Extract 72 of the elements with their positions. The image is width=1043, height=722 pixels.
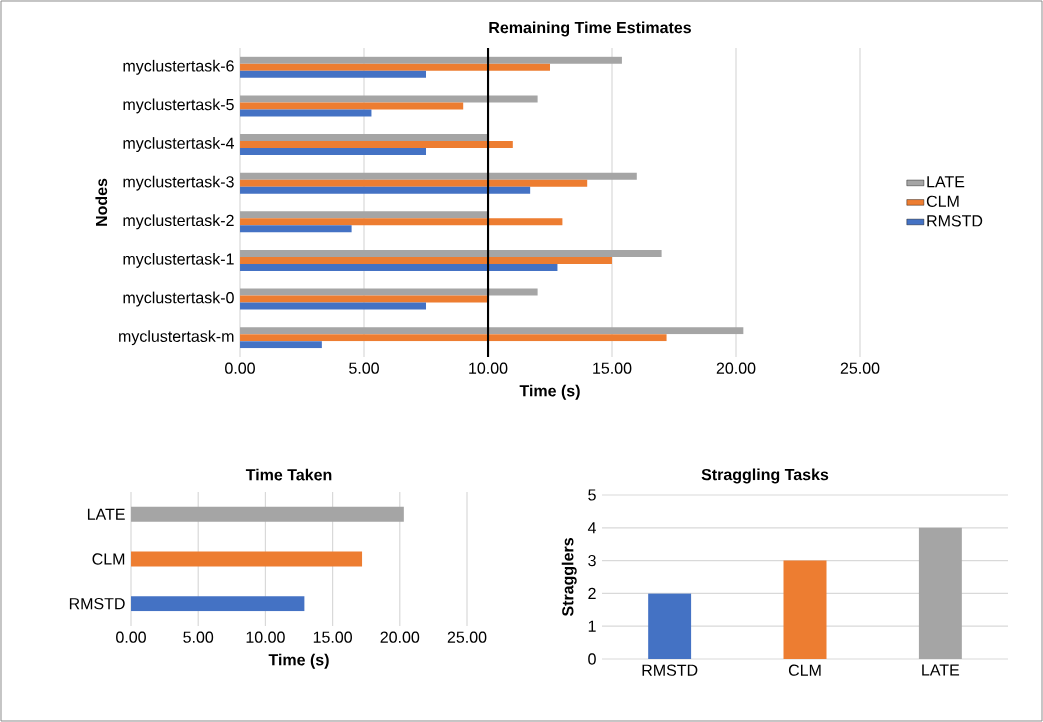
- bar: [240, 327, 744, 335]
- bar: [240, 186, 531, 194]
- y-tick-label: myclustertask-6: [123, 59, 234, 75]
- bar: [240, 179, 588, 187]
- bar: [240, 211, 489, 219]
- bar: [240, 134, 489, 142]
- legend-label: CLM: [926, 195, 959, 207]
- x-tick-label: 5.00: [349, 362, 379, 374]
- y-tick-label: 3: [588, 554, 596, 567]
- bar: [240, 70, 427, 78]
- bar: [240, 141, 513, 149]
- x-tick-label: 20.00: [716, 362, 756, 374]
- x-tick-label: 10.00: [246, 631, 285, 643]
- x-tick-label: 25.00: [447, 631, 487, 643]
- y-axis-title: Nodes: [95, 178, 108, 226]
- x-tick-label: 5.00: [183, 631, 214, 643]
- y-tick-label: myclustertask-1: [123, 252, 234, 268]
- y-tick-label: LATE: [87, 508, 125, 520]
- y-tick-label: myclustertask-2: [123, 214, 234, 230]
- bar: [240, 256, 613, 264]
- y-tick-label: myclustertask-0: [123, 291, 234, 307]
- x-tick-label: 0.00: [116, 631, 146, 643]
- legend-label: LATE: [927, 176, 965, 188]
- x-tick-label: CLM: [788, 664, 821, 676]
- x-tick-label: 10.00: [469, 362, 508, 374]
- x-tick-label: LATE: [922, 664, 960, 676]
- bar: [240, 63, 551, 71]
- y-axis-title: Stragglers: [561, 538, 577, 617]
- y-tick-label: myclustertask-m: [119, 330, 234, 346]
- bar: [240, 334, 667, 342]
- x-tick-label: 0.00: [225, 362, 255, 374]
- legend-label: RMSTD: [927, 215, 983, 227]
- x-tick-label: 15.00: [313, 631, 352, 643]
- bar: [240, 302, 427, 310]
- x-tick-label: 15.00: [593, 362, 632, 374]
- bar: [131, 506, 404, 522]
- bar: [240, 102, 464, 110]
- bar: [131, 551, 363, 567]
- bar: [240, 148, 427, 156]
- bar: [240, 288, 538, 296]
- bar: [240, 249, 662, 257]
- y-tick-label: RMSTD: [69, 597, 125, 610]
- chart-title: Straggling Tasks: [701, 468, 829, 484]
- chart-title: Remaining Time Estimates: [489, 21, 691, 37]
- y-tick-label: 0: [588, 653, 596, 665]
- y-tick-label: myclustertask-3: [123, 175, 234, 191]
- bar: [240, 56, 622, 64]
- y-tick-label: 2: [588, 587, 596, 599]
- y-tick-label: 4: [587, 522, 596, 534]
- x-axis-title: Time (s): [268, 653, 329, 669]
- bar: [240, 295, 489, 303]
- bar: [240, 263, 558, 271]
- chart-title: Time Taken: [245, 468, 332, 481]
- x-tick-label: 25.00: [840, 362, 880, 374]
- bar: [131, 596, 305, 612]
- y-tick-label: myclustertask-5: [123, 98, 234, 114]
- bar: [240, 225, 352, 233]
- bar: [240, 109, 372, 117]
- bar: [240, 341, 322, 349]
- y-tick-label: 1: [588, 620, 596, 632]
- y-tick-label: 5: [588, 489, 596, 501]
- bar: [240, 172, 637, 180]
- bar: [240, 95, 538, 103]
- x-axis-title: Time (s): [519, 384, 580, 400]
- y-tick-label: CLM: [92, 553, 125, 565]
- bar: [918, 527, 962, 659]
- x-tick-label: 20.00: [380, 631, 420, 643]
- bar: [240, 218, 563, 226]
- bar: [783, 560, 827, 659]
- bar: [648, 593, 692, 659]
- x-tick-label: RMSTD: [642, 664, 698, 676]
- y-tick-label: myclustertask-4: [123, 137, 234, 153]
